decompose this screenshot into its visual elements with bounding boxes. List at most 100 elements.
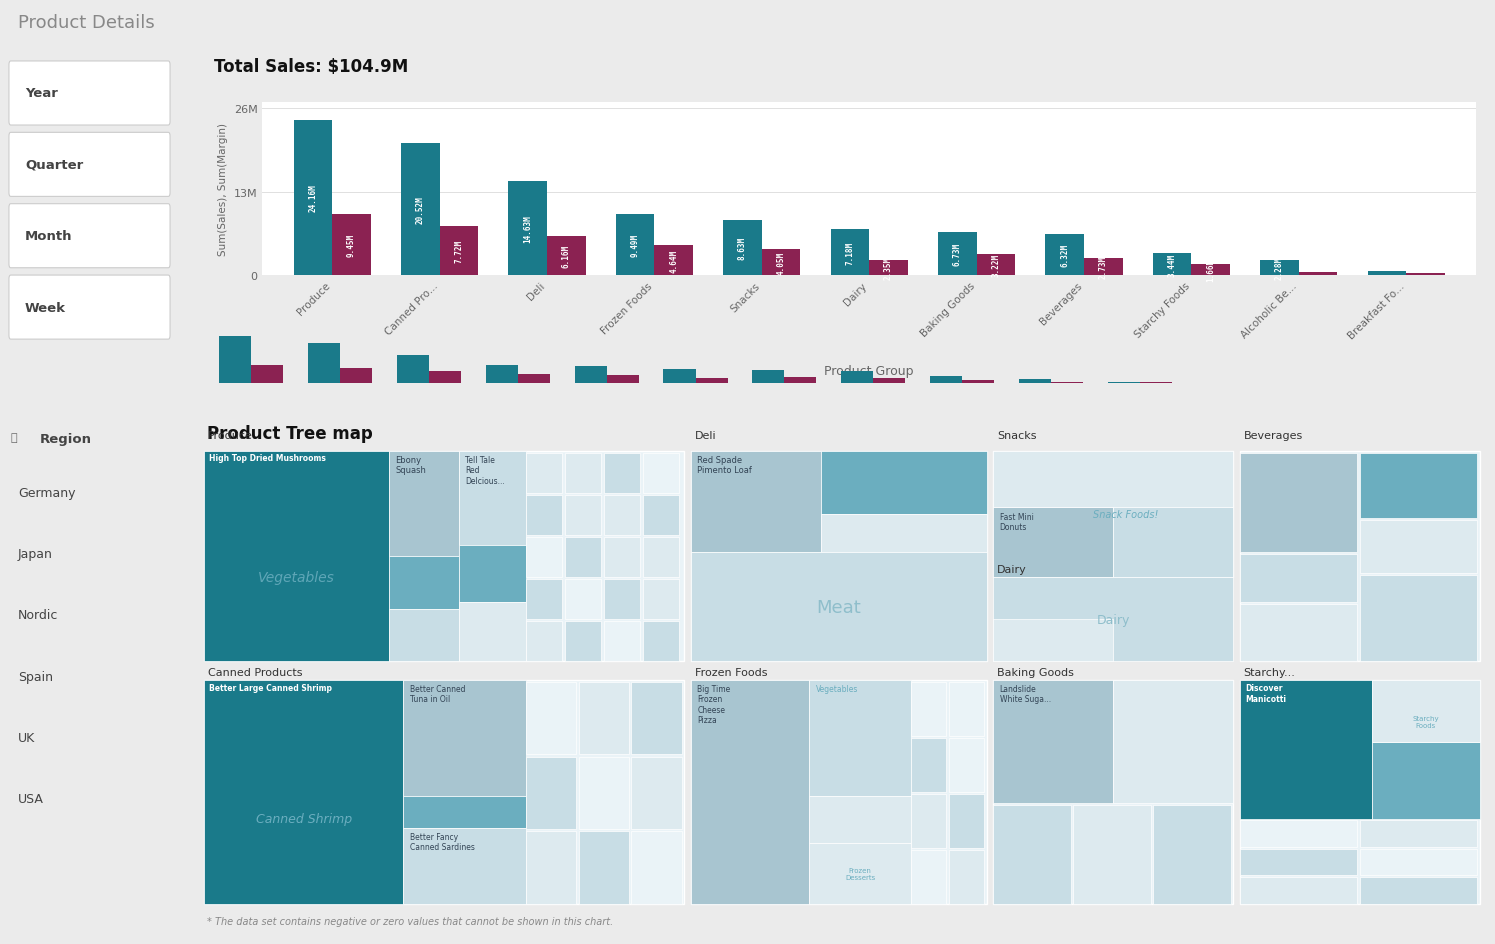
Text: Better Fancy
Canned Sardines: Better Fancy Canned Sardines [410, 832, 474, 851]
Text: Canned Tuna: Canned Tuna [443, 809, 487, 815]
Bar [459, 546, 526, 602]
Text: Big Time
Frozen
Cheese
Pizza: Big Time Frozen Cheese Pizza [697, 684, 731, 724]
Text: Nordic: Nordic [18, 609, 58, 621]
Text: 7.72M: 7.72M [454, 240, 463, 262]
Bar [842, 371, 873, 383]
Bar [873, 379, 906, 383]
Bar [308, 345, 339, 383]
Text: Vegetables: Vegetables [816, 684, 858, 693]
Bar [565, 621, 601, 662]
Text: Better Canned
Tuna in Oil: Better Canned Tuna in Oil [410, 684, 465, 703]
Bar [203, 680, 685, 903]
Bar [547, 236, 586, 276]
Text: 🔍: 🔍 [10, 433, 18, 443]
Bar [1153, 805, 1230, 903]
Bar [1108, 382, 1141, 383]
Bar [937, 232, 976, 276]
Text: Vegetables: Vegetables [259, 570, 335, 584]
Bar [1239, 849, 1357, 875]
Bar [526, 580, 562, 619]
Text: 24.16M: 24.16M [308, 184, 317, 212]
Bar [664, 370, 695, 383]
Bar [912, 738, 946, 792]
Bar [993, 451, 1233, 508]
FancyBboxPatch shape [9, 62, 170, 126]
Text: Landslide
White Suga...: Landslide White Suga... [1000, 684, 1051, 703]
Bar [643, 621, 679, 662]
Bar [993, 508, 1114, 578]
Bar [691, 451, 987, 662]
Bar [821, 451, 987, 514]
Text: Discover
Manicotti: Discover Manicotti [1245, 683, 1286, 703]
FancyBboxPatch shape [9, 276, 170, 340]
Text: Red Spade
Pimento Loaf: Red Spade Pimento Loaf [697, 455, 752, 475]
Bar [218, 337, 251, 383]
Text: 3.22M: 3.22M [991, 254, 1000, 277]
Bar [579, 832, 629, 903]
Bar [762, 250, 800, 276]
Text: Fruit: Fruit [483, 570, 501, 579]
Bar [993, 680, 1233, 903]
Bar [912, 794, 946, 848]
Text: 2.73M: 2.73M [1099, 256, 1108, 278]
Bar [1407, 274, 1444, 276]
Bar [949, 683, 984, 736]
Text: Product Tree map: Product Tree map [206, 425, 372, 443]
Bar [655, 246, 694, 276]
Bar [579, 757, 629, 829]
Bar [691, 552, 987, 662]
Text: 20.52M: 20.52M [416, 196, 425, 224]
Text: Year: Year [25, 88, 58, 100]
Bar [631, 832, 682, 903]
Text: Canned Shrimp: Canned Shrimp [256, 812, 351, 825]
Bar [1360, 575, 1477, 662]
Bar [251, 365, 283, 383]
Bar [1360, 520, 1477, 573]
Text: 6.32M: 6.32M [1060, 244, 1069, 267]
Bar [339, 369, 372, 383]
Text: 1.66M: 1.66M [1206, 259, 1215, 282]
Bar [785, 378, 816, 383]
Text: 3.44M: 3.44M [1168, 253, 1177, 277]
Bar [1239, 451, 1480, 662]
FancyBboxPatch shape [9, 133, 170, 197]
Text: Snack Foods!: Snack Foods! [1093, 509, 1159, 519]
Bar [993, 578, 1233, 662]
Text: Quarter: Quarter [25, 159, 84, 172]
Bar [404, 797, 526, 828]
Text: Tell Tale
Red
Delcious...: Tell Tale Red Delcious... [465, 455, 505, 485]
Bar [1084, 259, 1123, 276]
Bar [607, 376, 638, 383]
Bar [389, 451, 459, 556]
Bar [526, 621, 562, 662]
Bar [695, 379, 728, 383]
Text: 2.28M: 2.28M [1275, 257, 1284, 280]
Text: 2.35M: 2.35M [884, 257, 893, 279]
Bar [1360, 877, 1477, 903]
Text: Germany: Germany [18, 486, 75, 499]
Text: Produce: Produce [208, 430, 253, 441]
Text: Spain: Spain [18, 670, 52, 683]
Bar [831, 229, 869, 276]
Bar [1192, 265, 1230, 276]
Bar [1239, 820, 1357, 847]
Text: Better Large Canned Shrimp: Better Large Canned Shrimp [209, 683, 332, 693]
Text: Region: Region [39, 433, 91, 446]
Bar [643, 537, 679, 578]
Bar [949, 738, 984, 792]
Bar [1045, 235, 1084, 276]
Bar [616, 215, 655, 276]
Text: Month: Month [25, 230, 73, 243]
Bar [565, 537, 601, 578]
Text: 9.45M: 9.45M [347, 234, 356, 257]
Bar [631, 757, 682, 829]
Text: Dairy: Dairy [997, 565, 1027, 575]
Bar [604, 537, 640, 578]
Text: 8.63M: 8.63M [739, 237, 748, 260]
Text: Beverages: Beverages [1244, 430, 1304, 441]
Bar [1360, 849, 1477, 875]
Bar [429, 372, 460, 383]
Bar [912, 683, 946, 736]
Bar [203, 451, 389, 662]
Bar [404, 680, 526, 797]
